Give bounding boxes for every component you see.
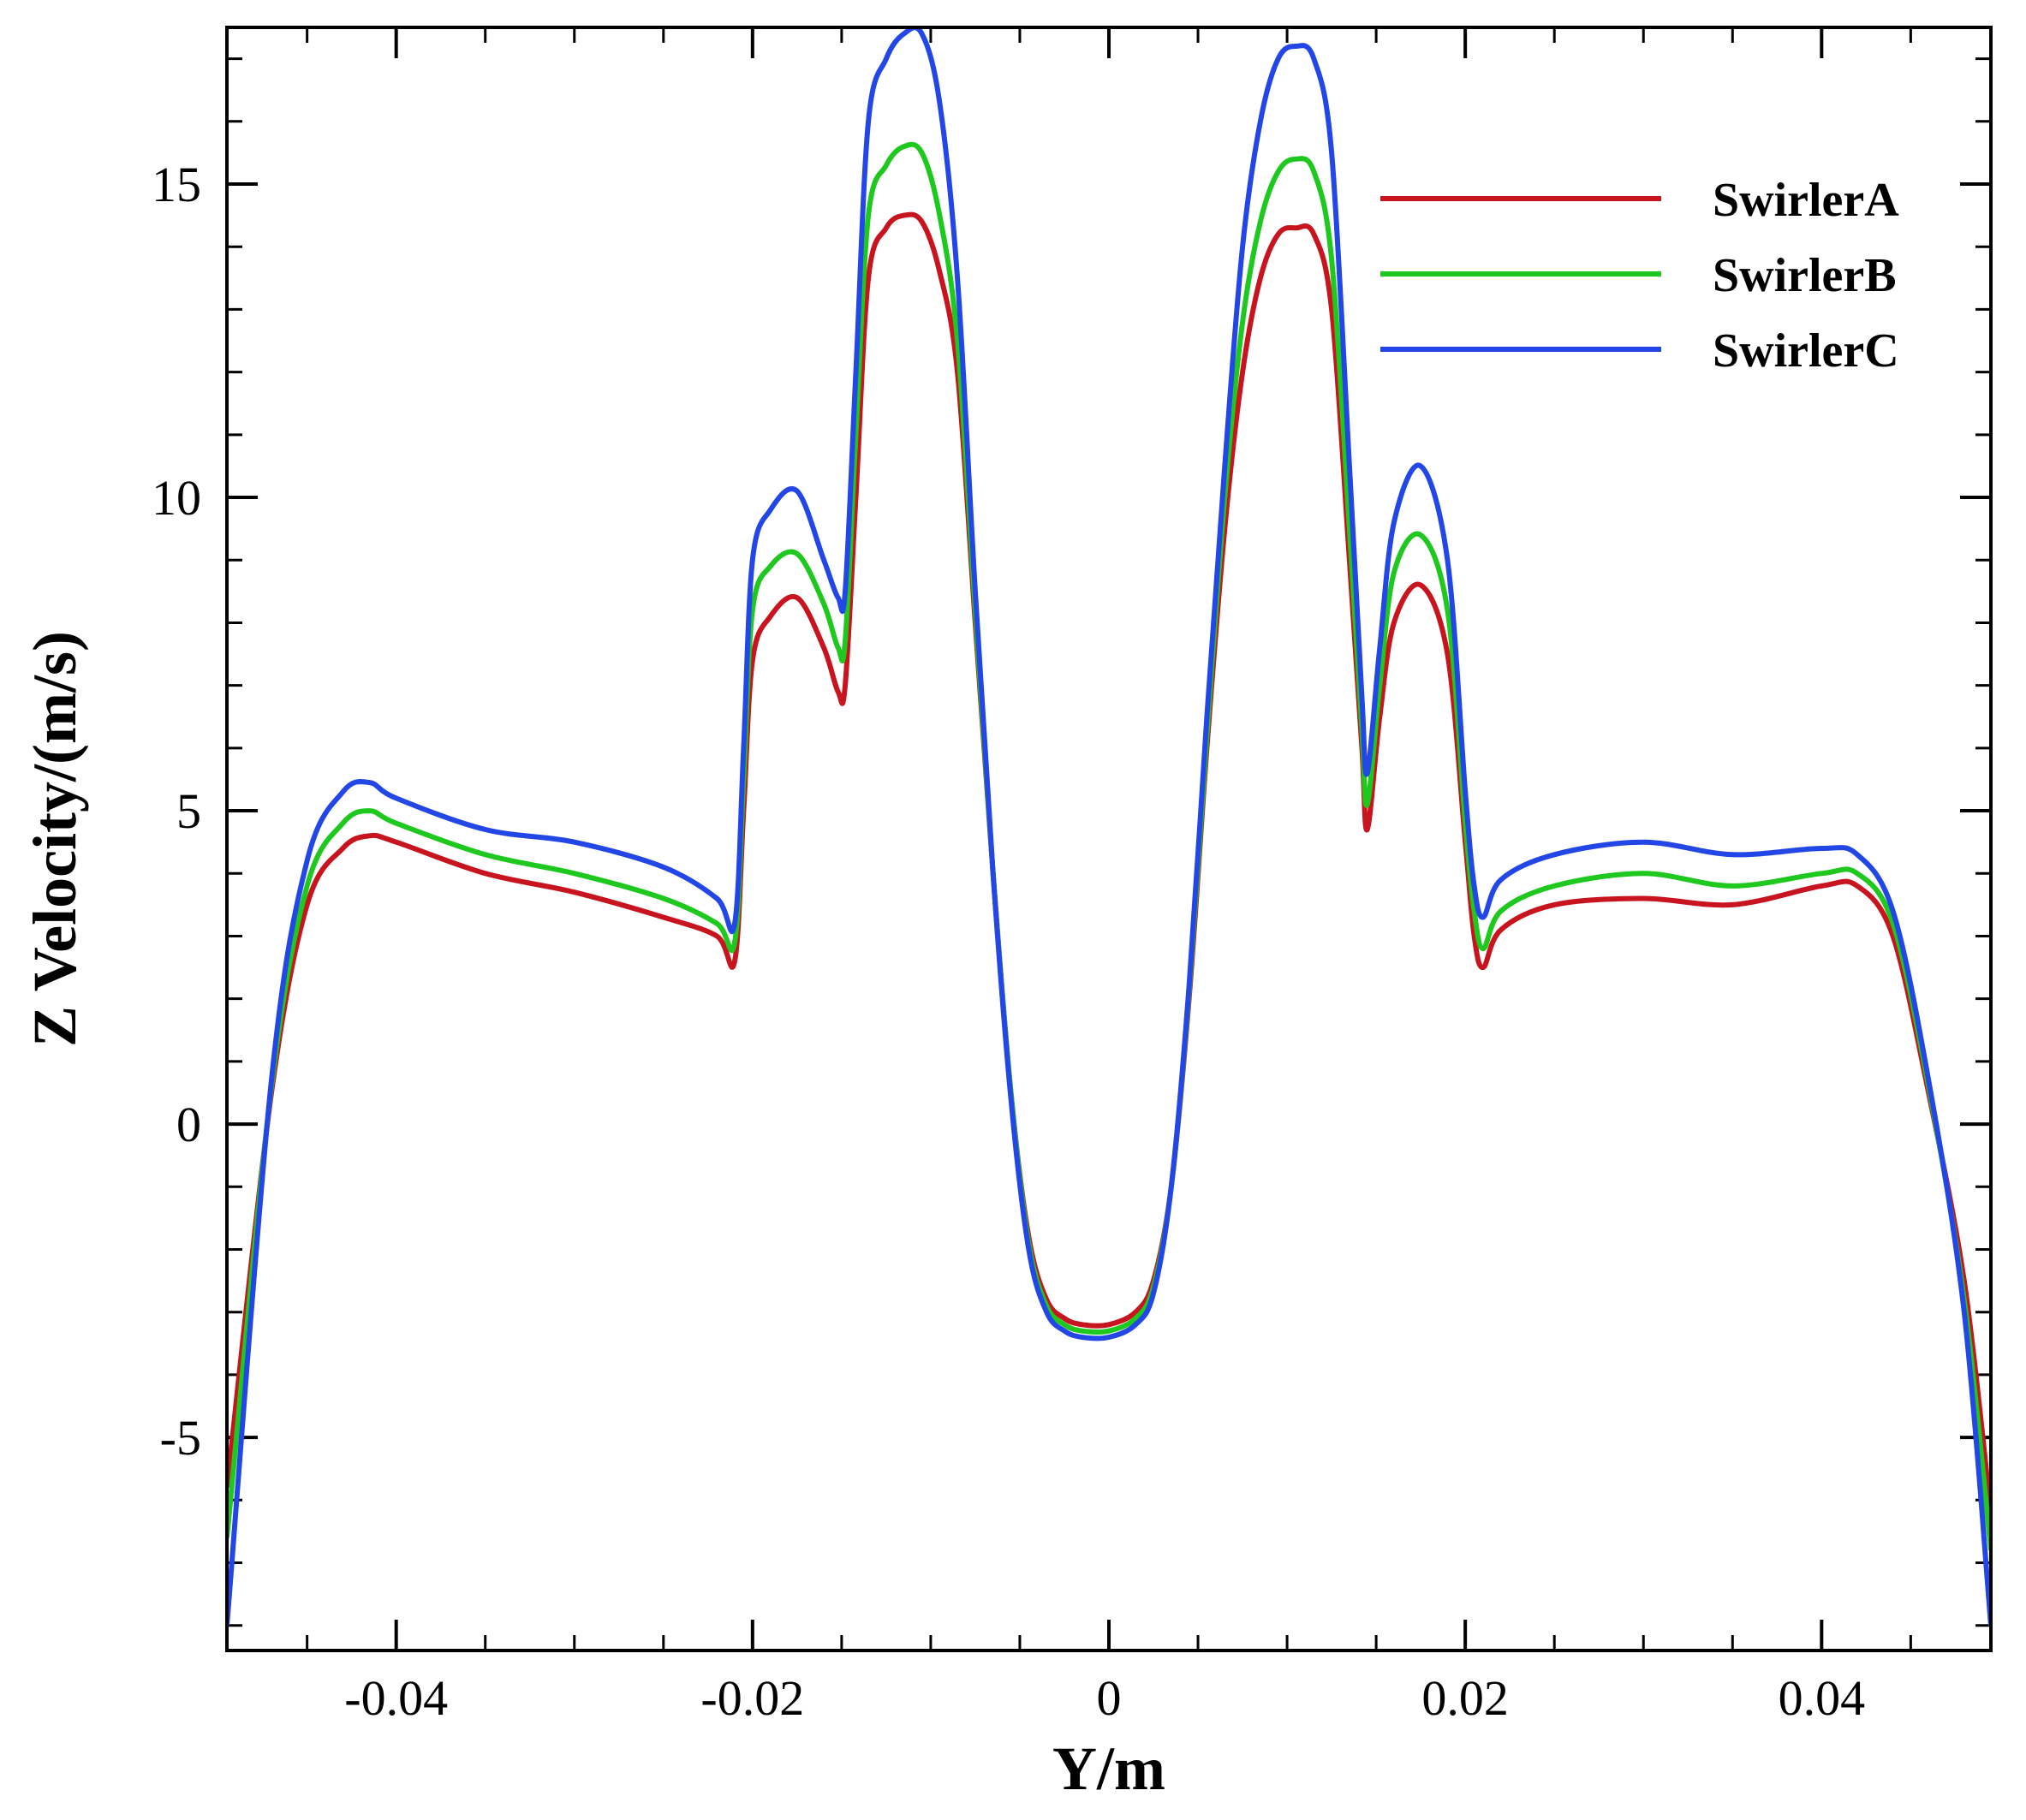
y-tick-label: 0 (176, 1097, 201, 1152)
plot-frame (225, 26, 1993, 1652)
x-tick-label: -0.02 (700, 1670, 804, 1726)
y-tick-label: 5 (176, 783, 201, 839)
y-axis-title: Z Velocity/(m/s) (21, 631, 89, 1047)
x-axis-title: Y/m (1052, 1734, 1165, 1803)
legend-label-swirlerc: SwirlerC (1713, 324, 1899, 378)
y-tick-label: 15 (152, 157, 201, 212)
x-tick-label: 0.02 (1421, 1670, 1509, 1726)
legend-label-swirlerb: SwirlerB (1713, 249, 1897, 302)
x-tick-labels: -0.04 -0.02 0 0.02 0.04 (344, 1670, 1865, 1726)
x-tick-label: -0.04 (344, 1670, 448, 1726)
series-lines (227, 27, 1991, 1626)
x-tick-label: 0 (1097, 1670, 1122, 1726)
y-tick-labels: -5 0 5 10 15 (152, 157, 201, 1466)
legend-label-swirlera: SwirlerA (1713, 174, 1899, 227)
x-tick-label: 0.04 (1779, 1670, 1866, 1726)
y-tick-label: 10 (152, 470, 201, 526)
legend: SwirlerA SwirlerB SwirlerC (1380, 174, 1899, 378)
y-tick-label: -5 (160, 1410, 201, 1466)
series-line-swirlerc (227, 27, 1991, 1626)
